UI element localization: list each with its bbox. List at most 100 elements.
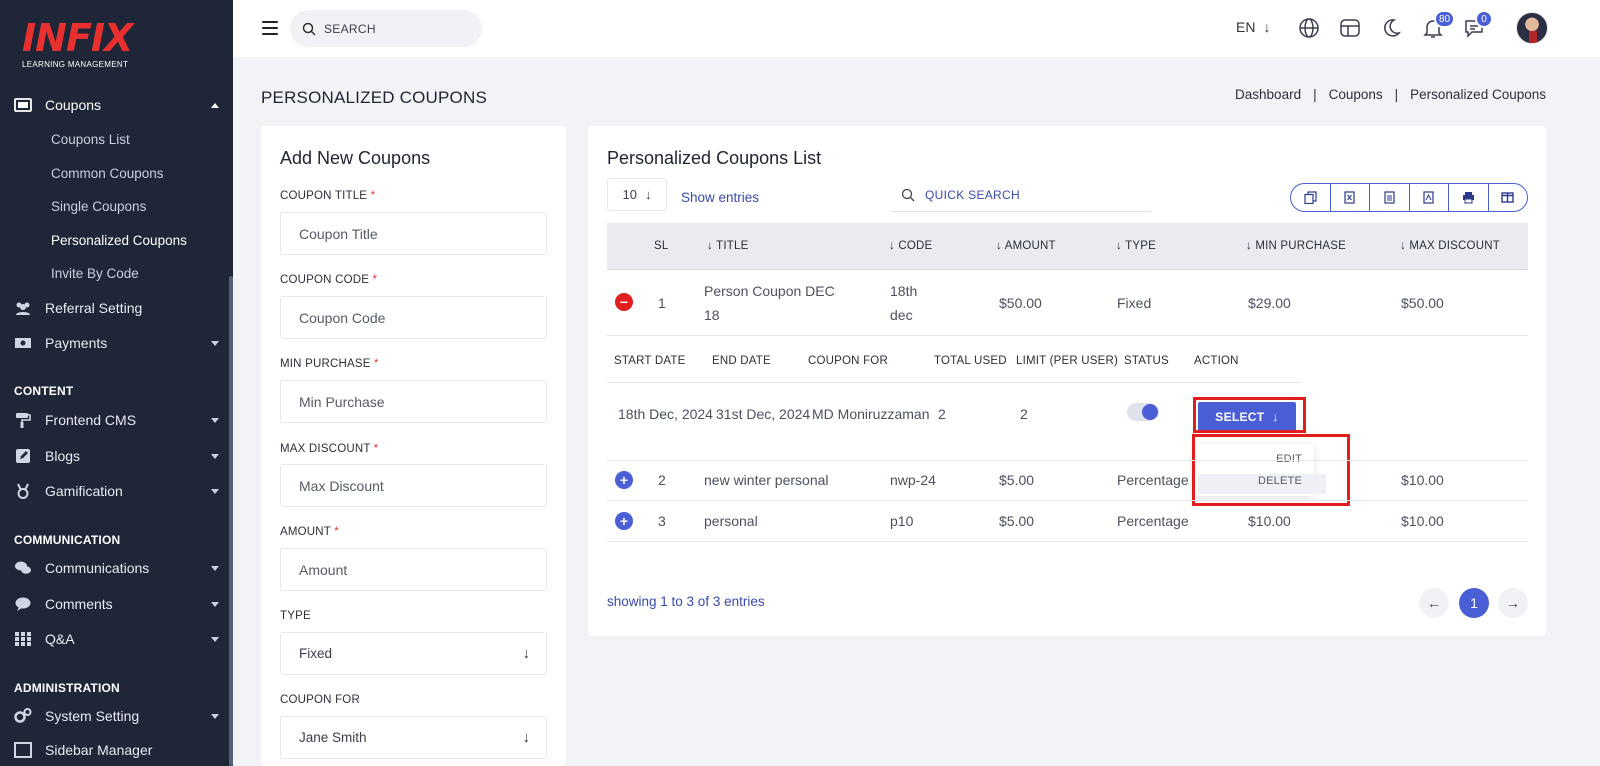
expand-row-icon[interactable]: + [615, 471, 633, 489]
detail-limit: 2 [1020, 406, 1028, 422]
amount-field[interactable] [280, 548, 547, 591]
avatar[interactable] [1516, 12, 1548, 44]
menu-item-delete[interactable]: DELETE [1258, 475, 1302, 487]
logo-text: INFIX [22, 16, 133, 60]
sidebar-item-coupons[interactable]: Coupons [13, 93, 219, 117]
coupon-title-field[interactable] [280, 212, 547, 255]
action-select-button[interactable]: SELECT ↓ [1198, 402, 1296, 431]
language-selector[interactable]: EN ↓ [1236, 19, 1270, 35]
notifications-button[interactable]: 80 [1422, 10, 1456, 39]
coupon-title-input[interactable] [299, 225, 529, 242]
sidebar-item-communications[interactable]: Communications [13, 556, 219, 580]
grid-icon [13, 631, 33, 647]
breadcrumb-dashboard[interactable]: Dashboard [1235, 87, 1302, 102]
row-divider [607, 460, 1528, 461]
sidebar-item-frontend-cms[interactable]: Frontend CMS [13, 408, 219, 432]
global-search[interactable] [290, 10, 482, 47]
logo[interactable]: INFIX LEARNING MANAGEMENT [22, 16, 133, 69]
min-purchase-input[interactable] [299, 393, 529, 410]
columns-button[interactable] [1489, 184, 1528, 211]
sidebar-subitem-coupons-list[interactable]: Coupons List [51, 132, 130, 147]
row-divider [607, 500, 1528, 501]
column-header-type[interactable]: ↓ TYPE [1116, 240, 1156, 252]
sidebar-section-content: CONTENT [14, 384, 74, 398]
sidebar-item-referral[interactable]: Referral Setting [13, 296, 219, 320]
sidebar-item-label: Referral Setting [45, 300, 143, 316]
arrow-right-icon: → [1506, 595, 1520, 611]
add-coupon-form: Add New Coupons COUPON TITLE * COUPON CO… [261, 126, 566, 766]
coupon-for-select[interactable]: Jane Smith ↓ [280, 716, 547, 759]
cell-code: 18th [890, 283, 918, 299]
sidebar-item-qa[interactable]: Q&A [13, 627, 219, 651]
column-header-title[interactable]: ↓ TITLE [707, 240, 749, 252]
sidebar-item-payments[interactable]: Payments [13, 331, 219, 355]
sidebar-scrollbar[interactable] [229, 276, 233, 766]
menu-toggle-icon[interactable] [262, 21, 278, 35]
quick-search-input[interactable] [925, 188, 1145, 202]
sidebar-item-blogs[interactable]: Blogs [13, 444, 219, 468]
csv-button[interactable] [1370, 184, 1410, 211]
min-purchase-field[interactable] [280, 380, 547, 423]
collapse-row-icon[interactable]: − [615, 293, 633, 311]
cell-title: personal [704, 513, 758, 529]
sidebar-item-comments[interactable]: Comments [13, 592, 219, 616]
coupon-code-input[interactable] [299, 309, 529, 326]
detail-divider [607, 382, 1301, 383]
cell-type: Fixed [1117, 295, 1152, 311]
sidebar: INFIX LEARNING MANAGEMENT Coupons Coupon… [0, 0, 233, 766]
expand-row-icon[interactable]: + [615, 512, 633, 530]
detail-header-limit: LIMIT (PER USER) [1016, 355, 1119, 367]
column-header-min-purchase[interactable]: ↓ MIN PURCHASE [1246, 240, 1346, 252]
notification-count-badge: 80 [1434, 10, 1456, 28]
moon-icon[interactable] [1380, 17, 1402, 39]
page-size-select[interactable]: 10 ↓ [607, 178, 667, 211]
type-select[interactable]: Fixed ↓ [280, 632, 547, 675]
copy-button[interactable] [1291, 184, 1331, 211]
print-button[interactable] [1449, 184, 1489, 211]
column-header-sl[interactable]: SL [654, 240, 669, 252]
detail-end-date: 31st Dec, 2024 [716, 406, 811, 422]
page-button-current[interactable]: 1 [1459, 588, 1489, 618]
breadcrumb-coupons[interactable]: Coupons [1328, 87, 1383, 102]
menu-item-edit[interactable]: EDIT [1276, 453, 1302, 465]
coupon-title-label: COUPON TITLE * [280, 190, 376, 202]
cell-sl: 1 [658, 295, 666, 311]
sidebar-subitem-common-coupons[interactable]: Common Coupons [51, 166, 164, 181]
messages-button[interactable]: 0 [1463, 10, 1493, 39]
pdf-button[interactable] [1410, 184, 1449, 211]
sidebar-item-label: Communications [45, 560, 150, 576]
coupon-code-field[interactable] [280, 296, 547, 339]
sidebar-subitem-single-coupons[interactable]: Single Coupons [51, 199, 147, 214]
search-icon [302, 22, 316, 36]
excel-button[interactable] [1331, 184, 1370, 211]
quick-search[interactable] [891, 179, 1151, 212]
column-header-code[interactable]: ↓ CODE [889, 240, 933, 252]
status-toggle[interactable] [1127, 403, 1159, 421]
layout-icon[interactable] [1339, 17, 1361, 39]
column-header-amount[interactable]: ↓ AMOUNT [996, 240, 1056, 252]
next-page-button[interactable]: → [1498, 588, 1528, 618]
globe-icon[interactable] [1298, 17, 1320, 39]
sidebar-item-system-setting[interactable]: System Setting [13, 704, 219, 728]
cell-code: nwp-24 [890, 472, 936, 488]
column-header-max-discount[interactable]: ↓ MAX DISCOUNT [1400, 240, 1500, 252]
sidebar-subitem-personalized-coupons[interactable]: Personalized Coupons [51, 233, 187, 248]
sidebar-item-label: Payments [45, 335, 108, 351]
max-discount-field[interactable] [280, 464, 547, 507]
logo-tagline: LEARNING MANAGEMENT [22, 60, 129, 69]
arrow-down-icon: ↓ [522, 729, 531, 746]
sidebar-subitem-invite-by-code[interactable]: Invite By Code [51, 266, 139, 281]
amount-input[interactable] [299, 561, 529, 578]
max-discount-input[interactable] [299, 477, 529, 494]
sidebar-item-gamification[interactable]: Gamification [13, 479, 219, 503]
language-label: EN [1236, 19, 1256, 35]
prev-page-button[interactable]: ← [1419, 588, 1449, 618]
ticket-icon [13, 97, 33, 113]
detail-coupon-for: MD Moniruzzaman [812, 406, 930, 422]
form-title: Add New Coupons [280, 148, 431, 168]
document-icon [1384, 191, 1395, 204]
sidebar-item-sidebar-manager[interactable]: Sidebar Manager [13, 738, 219, 762]
global-search-input[interactable] [324, 21, 474, 36]
comment-icon [13, 596, 33, 612]
paint-roller-icon [13, 412, 33, 428]
